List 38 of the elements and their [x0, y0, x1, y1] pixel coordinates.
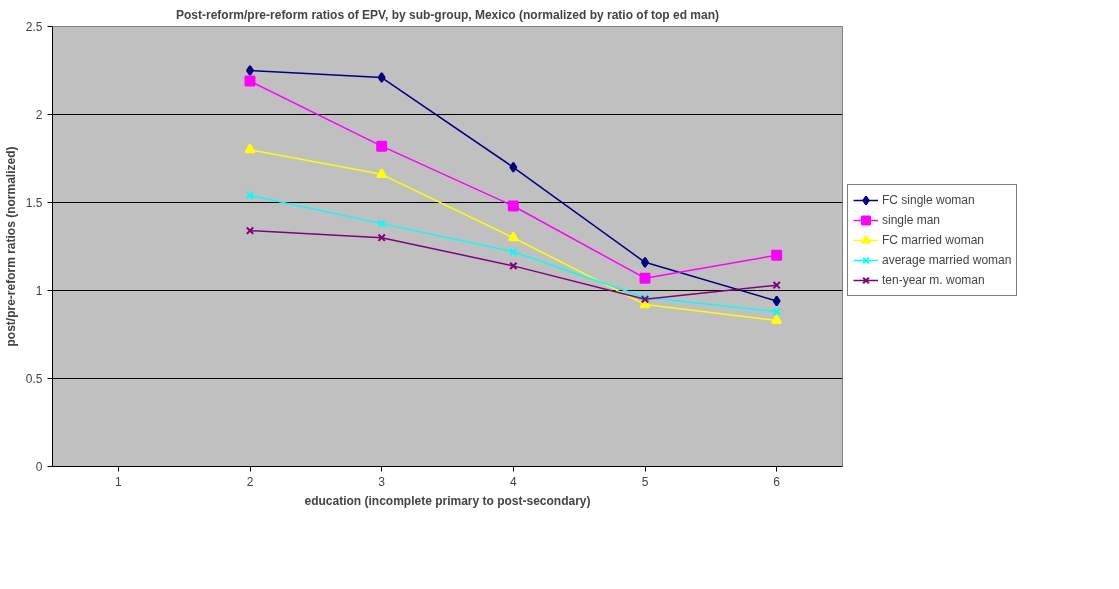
point [772, 295, 781, 307]
x-tick-label: 6 [773, 474, 781, 489]
point [246, 65, 254, 76]
legend-label: single man [882, 213, 941, 227]
y-axis-title: post/pre-reform ratios (normalized) [3, 146, 18, 347]
point [771, 249, 783, 261]
point [507, 231, 519, 242]
point [244, 75, 256, 87]
legend-label: average married woman [882, 253, 1012, 267]
point [507, 200, 519, 212]
x-tick-label: 1 [115, 474, 122, 489]
point [772, 307, 781, 316]
point [376, 168, 388, 178]
y-tick-label: 1 [35, 284, 43, 298]
point [376, 140, 388, 152]
point [509, 161, 518, 173]
y-tick-label: 1.5 [25, 196, 43, 210]
x-tick-label: 4 [510, 474, 517, 489]
point [771, 314, 783, 325]
y-tick-label: 0.5 [25, 372, 43, 386]
legend-label: ten-year m. woman [882, 273, 985, 287]
y-tick-label: 2.5 [25, 20, 43, 34]
point [244, 143, 256, 154]
point [245, 226, 255, 235]
y-tick-label: 2 [35, 108, 43, 122]
point [639, 272, 651, 284]
legend-label: FC single woman [882, 193, 975, 207]
point [377, 219, 386, 228]
x-tick-label: 3 [378, 474, 386, 489]
legend-label: FC married woman [882, 233, 985, 247]
point [377, 72, 386, 84]
point [509, 261, 518, 271]
x-tick-label: 2 [246, 474, 254, 489]
y-tick-label: 0 [35, 460, 43, 474]
x-tick-label: 5 [641, 474, 649, 489]
x-axis-title: education (incomplete primary to post-secondary) [304, 493, 591, 508]
point [377, 233, 386, 242]
chart-title: Post-reform/pre-reform ratios of EPV, by sub-group, Mexico (normalized by ratio of top ed man) [176, 7, 719, 22]
